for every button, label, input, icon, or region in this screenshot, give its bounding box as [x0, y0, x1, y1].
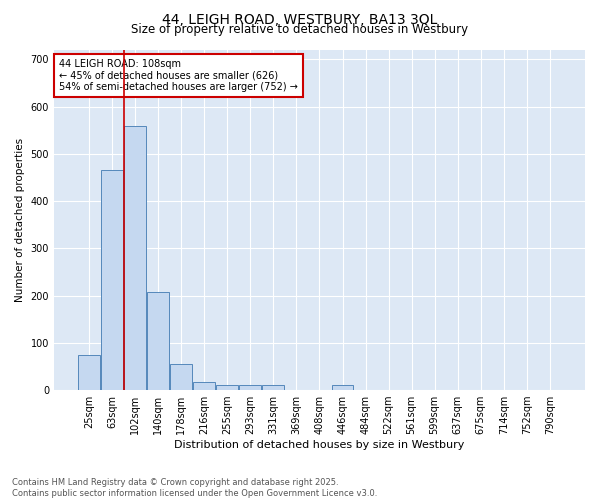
Text: Size of property relative to detached houses in Westbury: Size of property relative to detached ho… [131, 22, 469, 36]
Bar [193, 382, 215, 390]
Bar [239, 386, 261, 390]
Bar [217, 386, 238, 390]
Y-axis label: Number of detached properties: Number of detached properties [15, 138, 25, 302]
Bar [170, 364, 192, 390]
Text: 44 LEIGH ROAD: 108sqm
← 45% of detached houses are smaller (626)
54% of semi-det: 44 LEIGH ROAD: 108sqm ← 45% of detached … [59, 58, 298, 92]
X-axis label: Distribution of detached houses by size in Westbury: Distribution of detached houses by size … [174, 440, 464, 450]
Bar [332, 386, 353, 390]
Bar [147, 292, 169, 390]
Bar [124, 126, 146, 390]
Text: 44, LEIGH ROAD, WESTBURY, BA13 3QL: 44, LEIGH ROAD, WESTBURY, BA13 3QL [163, 12, 437, 26]
Bar [101, 170, 123, 390]
Text: Contains HM Land Registry data © Crown copyright and database right 2025.
Contai: Contains HM Land Registry data © Crown c… [12, 478, 377, 498]
Bar [78, 354, 100, 390]
Bar [262, 386, 284, 390]
